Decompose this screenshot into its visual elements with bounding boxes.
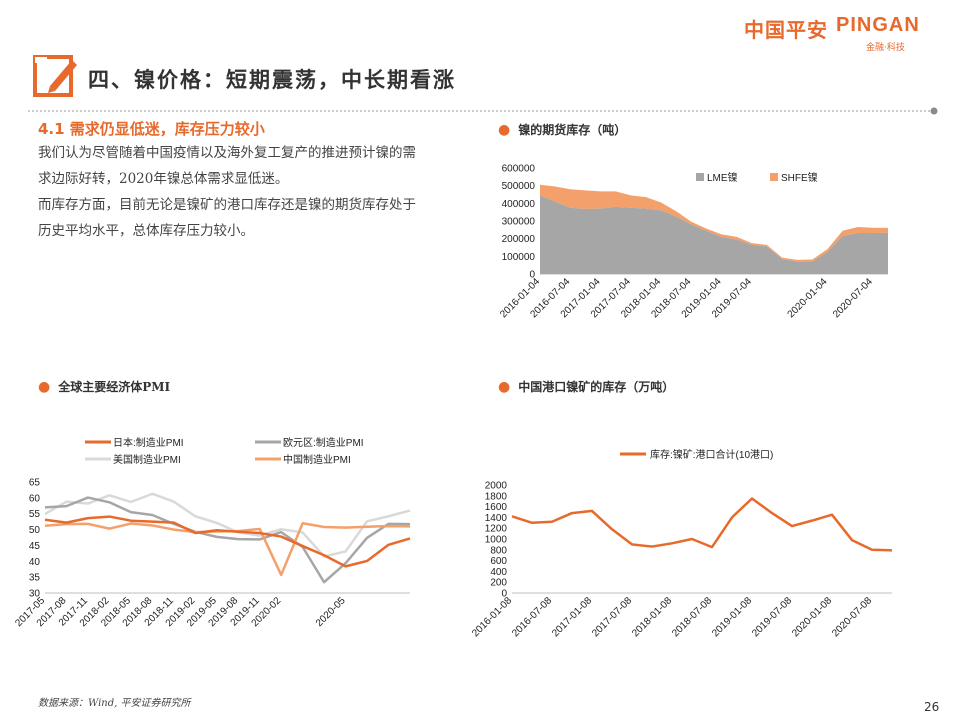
paragraph-demand: 我们认为尽管随着中国疫情以及海外复工复产的推进预计镍的需求边际好转，2020年镍… [38, 145, 416, 187]
pmi-legend-label: 美国制造业PMI [113, 453, 181, 466]
port-y-tick-label: 1400 [485, 513, 508, 524]
pencil-edit-icon [33, 55, 77, 97]
port-x-tick-label: 2018-07-08 [670, 595, 714, 639]
port-y-tick-label: 2000 [485, 481, 508, 492]
chart-title-text: 全球主要经济体PMI [58, 380, 171, 394]
pmi-y-tick-label: 45 [29, 541, 41, 552]
port-x-tick-label: 2017-07-08 [590, 595, 634, 639]
logo-pingan-cn: 中国平安 [744, 18, 828, 42]
futures-y-tick-label: 300000 [502, 217, 536, 228]
section-heading: 4.1 需求仍显低迷，库存压力较小 [38, 120, 265, 138]
port-y-tick-label: 0 [501, 589, 507, 600]
paragraph-inventory: 而库存方面，目前无论是镍矿的港口库存还是镍的期货库存处于历史平均水平，总体库存压… [38, 197, 416, 239]
port-x-tick-label: 2017-01-08 [550, 595, 594, 639]
chart-title-futures-inventory: ● 镍的期货库存（吨） [498, 121, 626, 138]
pmi-series-line [44, 515, 411, 568]
port-y-tick-label: 800 [490, 545, 507, 556]
port-y-tick-label: 600 [490, 556, 507, 567]
futures-y-tick-label: 0 [529, 270, 535, 281]
pmi-y-tick-label: 65 [29, 478, 41, 489]
pmi-y-tick-label: 35 [29, 573, 41, 584]
pmi-series-line [44, 496, 411, 584]
port-x-tick-label: 2019-01-08 [710, 595, 754, 639]
port-x-tick-label: 2020-07-08 [830, 595, 874, 639]
futures-legend-swatch [696, 173, 704, 181]
pmi-y-tick-label: 50 [29, 525, 41, 536]
port-x-tick-label: 2016-01-08 [470, 595, 514, 639]
futures-y-tick-label: 600000 [502, 164, 536, 175]
chart-nickel-futures-inventory: 0 100000 200000 300000 400000 500000 600000 LME… [498, 164, 888, 320]
pmi-legend-label: 中国制造业PMI [283, 453, 351, 466]
port-y-tick-label: 1200 [485, 524, 508, 535]
chart-title-text: 镍的期货库存（吨） [518, 123, 627, 137]
futures-area-lme [540, 195, 888, 274]
port-series-line [511, 497, 893, 552]
pmi-y-tick-label: 60 [29, 493, 41, 504]
futures-x-tick-label: 2020-01-04 [786, 276, 830, 320]
futures-y-tick-label: 100000 [502, 252, 536, 263]
pmi-y-tick-label: 55 [29, 509, 41, 520]
page-title: 四、镍价格：短期震荡，中长期看涨 [88, 67, 456, 92]
pmi-y-tick-label: 30 [29, 589, 41, 600]
port-x-tick-label: 2020-01-08 [790, 595, 834, 639]
page-number: 26 [924, 700, 940, 714]
logo-pingan-en: PINGAN [836, 14, 920, 36]
futures-legend-label: LME镍 [707, 171, 738, 184]
footer-source: 数据来源：Wind, 平安证券研究所 [38, 698, 191, 709]
chart-title-port-inventory: ● 中国港口镍矿的库存（万吨） [498, 378, 674, 395]
port-y-tick-label: 200 [490, 578, 507, 589]
futures-y-tick-label: 400000 [502, 199, 536, 210]
title-divider [28, 107, 938, 115]
port-x-tick-label: 2019-07-08 [750, 595, 794, 639]
port-y-tick-label: 1800 [485, 491, 508, 502]
futures-y-tick-label: 500000 [502, 181, 536, 192]
pmi-legend-label: 日本:制造业PMI [113, 436, 184, 449]
pmi-y-tick-label: 40 [29, 557, 41, 568]
port-x-tick-label: 2016-07-08 [510, 595, 554, 639]
chart-title-text: 中国港口镍矿的库存（万吨） [518, 380, 675, 394]
futures-legend-label: SHFE镍 [781, 171, 818, 184]
chart-global-pmi: 30 35 40 45 50 55 60 65 日本:制造业PMI 欧元区:制造业PMI 美国制造业… [13, 436, 411, 629]
logo-tagline: 金融·科技 [866, 43, 905, 53]
port-y-tick-label: 400 [490, 567, 507, 578]
port-y-tick-label: 1000 [485, 535, 508, 546]
port-y-tick-label: 1600 [485, 502, 508, 513]
pmi-x-tick-label: 2020-05 [314, 595, 348, 629]
futures-x-tick-label: 2020-07-04 [831, 276, 875, 320]
futures-area-shfe [540, 184, 888, 262]
bullet-dot-icon: ● [38, 379, 51, 395]
port-legend-label: 库存:镍矿:港口合计(10港口) [650, 448, 773, 461]
bullet-dot-icon: ● [498, 122, 511, 138]
futures-legend-swatch [770, 173, 778, 181]
pmi-legend-label: 欧元区:制造业PMI [283, 436, 364, 449]
bullet-dot-icon: ● [498, 379, 511, 395]
futures-y-tick-label: 200000 [502, 234, 536, 245]
pmi-series-line [44, 492, 411, 558]
port-x-tick-label: 2018-01-08 [630, 595, 674, 639]
chart-title-pmi: ● 全球主要经济体PMI [38, 378, 170, 395]
